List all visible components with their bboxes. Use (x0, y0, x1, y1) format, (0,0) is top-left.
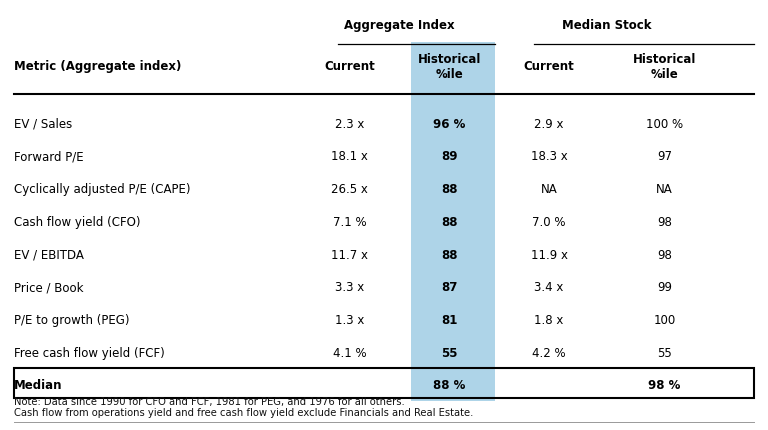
Text: Current: Current (324, 60, 375, 73)
Bar (411, 43, 495, 401)
Text: 7.1 %: 7.1 % (333, 215, 366, 228)
Text: NA: NA (656, 183, 673, 196)
Text: 87: 87 (441, 281, 458, 294)
Text: 88: 88 (441, 215, 458, 228)
Bar (411, 369, 495, 398)
Text: 26.5 x: 26.5 x (331, 183, 368, 196)
Text: 88: 88 (441, 183, 458, 196)
Text: 1.8 x: 1.8 x (535, 313, 564, 326)
Text: 2.9 x: 2.9 x (535, 117, 564, 130)
Text: Cash flow yield (CFO): Cash flow yield (CFO) (14, 215, 141, 228)
Text: 100: 100 (654, 313, 675, 326)
Text: 18.3 x: 18.3 x (531, 150, 568, 163)
Text: 7.0 %: 7.0 % (532, 215, 566, 228)
Text: 55: 55 (657, 346, 672, 359)
Text: NA: NA (541, 183, 558, 196)
Text: 88 %: 88 % (433, 378, 465, 391)
Text: EV / EBITDA: EV / EBITDA (14, 248, 84, 261)
Text: 1.3 x: 1.3 x (335, 313, 364, 326)
Text: Cyclically adjusted P/E (CAPE): Cyclically adjusted P/E (CAPE) (14, 183, 190, 196)
Text: 98: 98 (657, 248, 672, 261)
Text: Aggregate Index: Aggregate Index (344, 19, 455, 32)
Text: 99: 99 (657, 281, 672, 294)
Text: 96 %: 96 % (433, 117, 465, 130)
Text: Forward P/E: Forward P/E (14, 150, 84, 163)
Text: 2.3 x: 2.3 x (335, 117, 364, 130)
Text: Median Stock: Median Stock (562, 19, 651, 32)
Text: 89: 89 (441, 150, 458, 163)
Text: Historical
%ile: Historical %ile (418, 53, 481, 80)
Text: Metric (Aggregate index): Metric (Aggregate index) (14, 60, 181, 73)
Text: Note: Data since 1990 for CFO and FCF, 1981 for PEG, and 1976 for all others.: Note: Data since 1990 for CFO and FCF, 1… (14, 396, 405, 406)
Text: Median: Median (14, 378, 62, 391)
Text: 97: 97 (657, 150, 672, 163)
Text: 4.1 %: 4.1 % (333, 346, 366, 359)
Text: EV / Sales: EV / Sales (14, 117, 72, 130)
Text: 81: 81 (441, 313, 458, 326)
Text: 3.3 x: 3.3 x (335, 281, 364, 294)
Text: 55: 55 (441, 346, 458, 359)
Text: 18.1 x: 18.1 x (331, 150, 368, 163)
Text: 11.7 x: 11.7 x (331, 248, 368, 261)
Text: Free cash flow yield (FCF): Free cash flow yield (FCF) (14, 346, 164, 359)
Text: Price / Book: Price / Book (14, 281, 83, 294)
Text: 98 %: 98 % (648, 378, 680, 391)
Text: 100 %: 100 % (646, 117, 683, 130)
Text: 3.4 x: 3.4 x (535, 281, 564, 294)
Text: Cash flow from operations yield and free cash flow yield exclude Financials and : Cash flow from operations yield and free… (14, 407, 473, 417)
Text: Current: Current (524, 60, 574, 73)
Text: 88: 88 (441, 248, 458, 261)
Text: 11.9 x: 11.9 x (531, 248, 568, 261)
Text: 98: 98 (657, 215, 672, 228)
Text: Historical
%ile: Historical %ile (633, 53, 696, 80)
Text: 4.2 %: 4.2 % (532, 346, 566, 359)
Text: P/E to growth (PEG): P/E to growth (PEG) (14, 313, 129, 326)
